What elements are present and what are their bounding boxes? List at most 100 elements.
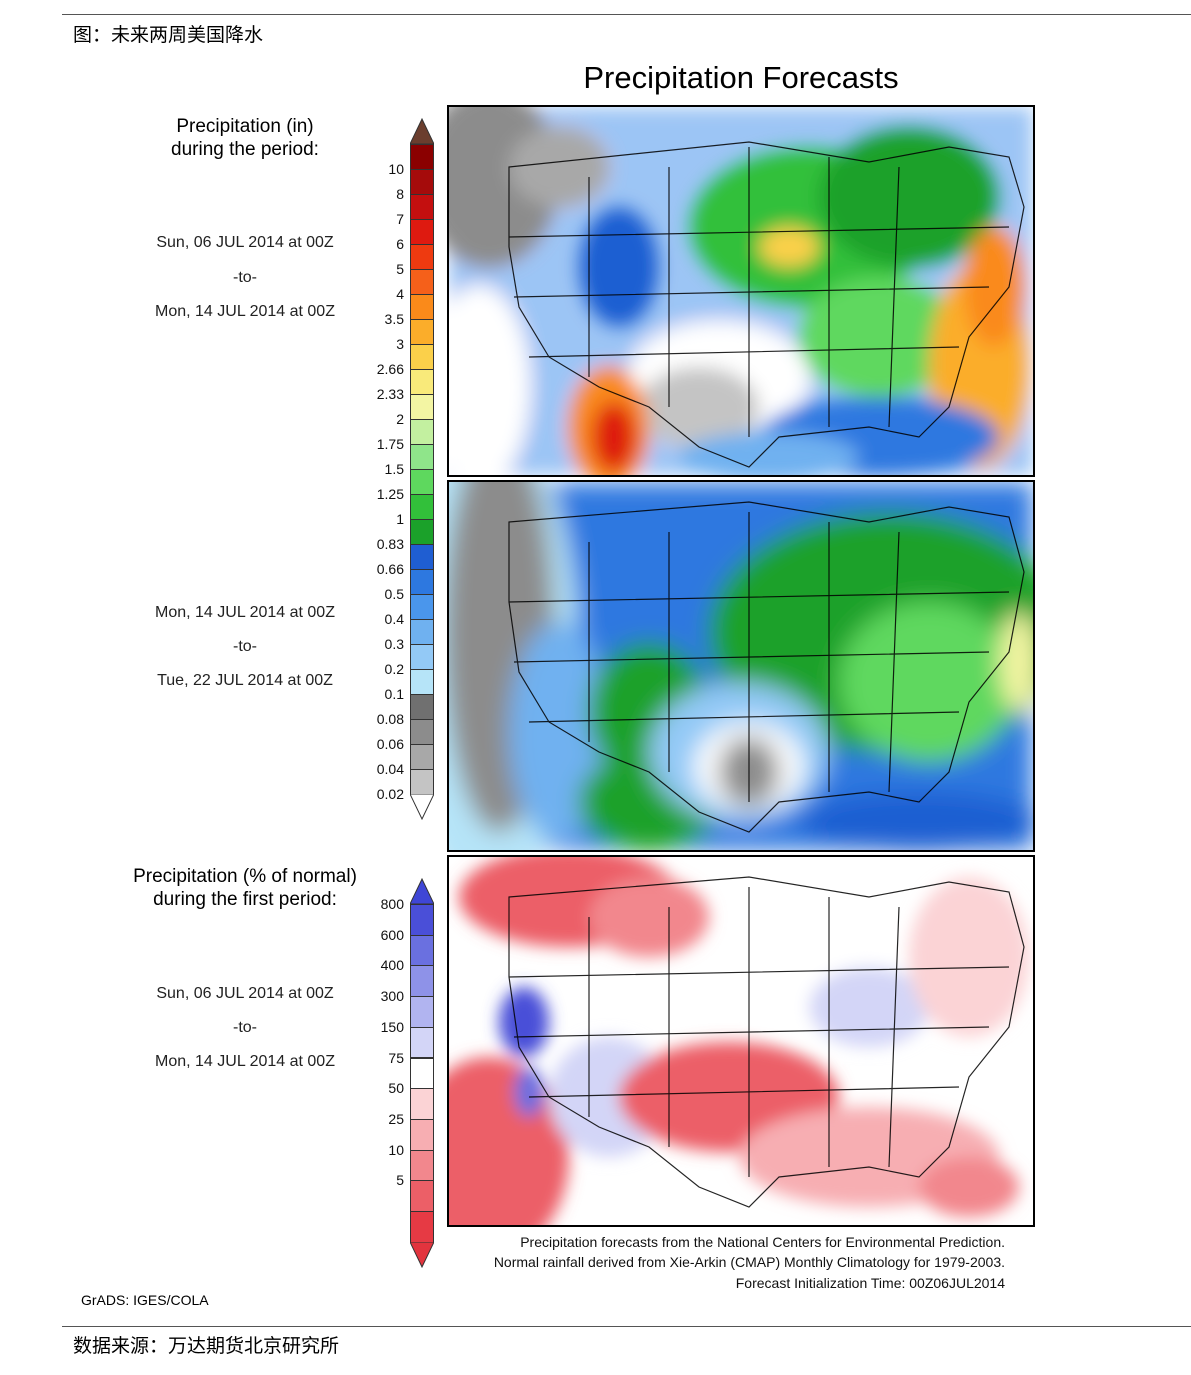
pct-color-cell — [410, 904, 434, 936]
precip-tick-label: 0.06 — [376, 736, 404, 752]
precip-color-cell — [410, 219, 434, 245]
credit-line-2: Normal rainfall derived from Xie-Arkin (… — [493, 1254, 1005, 1270]
precip-tick-label: 7 — [396, 211, 404, 227]
bottom-rule — [62, 1326, 1191, 1327]
period3-start: Sun, 06 JUL 2014 at 00Z — [156, 985, 334, 1002]
precip-color-cell — [410, 244, 434, 270]
pct-color-cell — [410, 1180, 434, 1212]
pct-color-cell — [410, 1088, 434, 1120]
map-panel-week2 — [447, 480, 1035, 852]
map-panel-week1 — [447, 105, 1035, 477]
period1-start: Sun, 06 JUL 2014 at 00Z — [156, 234, 334, 251]
software-credit: GrADS: IGES/COLA — [81, 1292, 209, 1308]
period3-sep: -to- — [233, 1019, 257, 1036]
precip-color-cell — [410, 719, 434, 745]
precip-tick-label: 0.08 — [376, 711, 404, 727]
precip-color-cell — [410, 419, 434, 445]
precip-color-cell — [410, 369, 434, 395]
precip-tick-label: 1.5 — [384, 461, 404, 477]
precip-tick-label: 0.1 — [384, 686, 404, 702]
precip-bottom-arrow — [410, 794, 434, 820]
precip-color-cell — [410, 444, 434, 470]
precip-legend-title-line1: Precipitation (in) — [176, 116, 314, 137]
pct-tick-label: 800 — [380, 896, 404, 912]
precip-color-cell — [410, 344, 434, 370]
pct-color-cell — [410, 934, 434, 967]
precip-tick-label: 2.33 — [376, 386, 404, 402]
pct-color-cell — [410, 996, 434, 1028]
precip-tick-label: 0.5 — [384, 586, 404, 602]
precip-color-cell — [410, 644, 434, 670]
precip-color-cell — [410, 319, 434, 345]
top-rule — [62, 14, 1191, 15]
precip-color-cell — [410, 669, 434, 695]
period2-start: Mon, 14 JUL 2014 at 00Z — [155, 604, 335, 621]
precip-tick-label: 10 — [388, 161, 404, 177]
precip-top-arrow — [410, 118, 434, 144]
map-panel-percent-normal — [447, 855, 1035, 1227]
pct-legend-title-line1: Precipitation (% of normal) — [133, 866, 357, 887]
precip-color-cell — [410, 494, 434, 520]
precip-tick-label: 3 — [396, 336, 404, 352]
precip-color-cell — [410, 769, 434, 795]
precip-tick-label: 1.75 — [376, 436, 404, 452]
precip-tick-label: 6 — [396, 236, 404, 252]
pct-top-arrow — [410, 878, 434, 904]
precip-tick-label: 0.04 — [376, 761, 404, 777]
precip-tick-label: 0.4 — [384, 611, 404, 627]
pct-tick-label: 25 — [388, 1110, 404, 1127]
precip-tick-label: 0.83 — [376, 536, 404, 552]
precip-color-cell — [410, 269, 434, 295]
period2-sep: -to- — [233, 638, 257, 655]
precip-color-cell — [410, 394, 434, 420]
precip-color-cell — [410, 619, 434, 645]
period1-end: Mon, 14 JUL 2014 at 00Z — [155, 303, 335, 320]
pct-tick-label: 400 — [380, 957, 404, 974]
precip-tick-label: 0.3 — [384, 636, 404, 652]
period2-end: Tue, 22 JUL 2014 at 00Z — [157, 672, 333, 689]
pct-color-cell — [410, 1057, 434, 1090]
data-source: 数据来源：万达期货北京研究所 — [73, 1335, 340, 1357]
precip-color-cell — [410, 169, 434, 195]
pct-color-cell — [410, 1118, 434, 1151]
precip-tick-label: 1 — [396, 511, 404, 527]
precip-color-cell — [410, 569, 434, 595]
precip-color-cell — [410, 469, 434, 495]
precip-color-cell — [410, 544, 434, 570]
pct-bottom-arrow — [410, 1241, 434, 1268]
precip-tick-label: 2.66 — [376, 361, 404, 377]
precip-tick-label: 3.5 — [384, 311, 404, 327]
credit-line-1: Precipitation forecasts from the Nationa… — [520, 1234, 1005, 1250]
period1-sep: -to- — [233, 269, 257, 286]
precip-color-cell — [410, 144, 434, 170]
precip-color-cell — [410, 194, 434, 220]
precip-color-cell — [410, 294, 434, 320]
pct-tick-label: 300 — [380, 988, 404, 1005]
pct-tick-label: 10 — [388, 1141, 404, 1158]
precip-color-cell — [410, 694, 434, 720]
precip-tick-label: 0.02 — [376, 786, 404, 802]
precip-tick-label: 8 — [396, 186, 404, 202]
pct-color-cell — [410, 965, 434, 998]
pct-tick-label: 50 — [388, 1080, 404, 1097]
period3-end: Mon, 14 JUL 2014 at 00Z — [155, 1053, 335, 1070]
precip-legend-title-line2: during the period: — [171, 139, 319, 160]
chart-title: Precipitation Forecasts — [583, 60, 899, 95]
pct-tick-label: 150 — [380, 1018, 404, 1035]
precip-tick-label: 5 — [396, 261, 404, 277]
pct-color-cell — [410, 1211, 434, 1243]
precip-tick-label: 0.66 — [376, 561, 404, 577]
precip-tick-label: 0.2 — [384, 661, 404, 677]
precip-tick-label: 1.25 — [376, 486, 404, 502]
precip-tick-label: 2 — [396, 411, 404, 427]
pct-color-cell — [410, 1149, 434, 1182]
precip-color-cell — [410, 744, 434, 770]
pct-tick-label: 600 — [380, 926, 404, 943]
pct-legend-title: Precipitation (% of normal) during the f… — [95, 865, 395, 911]
pct-legend-title-line2: during the first period: — [153, 889, 337, 910]
pct-tick-label: 75 — [388, 1049, 404, 1066]
credit-line-3: Forecast Initialization Time: 00Z06JUL20… — [735, 1275, 1005, 1291]
pct-tick-label: 5 — [396, 1172, 404, 1189]
precip-color-cell — [410, 519, 434, 545]
precip-tick-label: 4 — [396, 286, 404, 302]
